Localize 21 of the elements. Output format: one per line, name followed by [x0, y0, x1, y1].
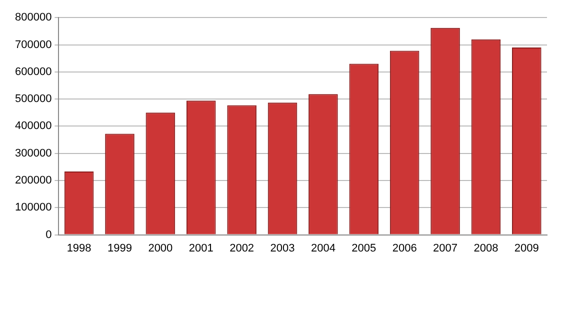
- y-tick-label: 400000: [14, 120, 52, 132]
- y-tick-label: 500000: [14, 93, 52, 106]
- x-tick-label: 1998: [66, 242, 92, 254]
- x-tick-label: 2005: [352, 242, 376, 254]
- x-tick-label: 2004: [310, 242, 336, 254]
- y-tick-label: 600000: [14, 66, 52, 78]
- x-tick-label: 2000: [148, 242, 173, 254]
- x-tick-label: 2001: [188, 242, 214, 254]
- y-tick-label: 200000: [14, 174, 52, 187]
- y-tick-label: 0: [46, 228, 52, 241]
- x-tick-label: 2008: [474, 242, 498, 254]
- x-tick-label: 2007: [433, 242, 458, 254]
- x-tick-label: 2003: [270, 242, 295, 254]
- y-tick-label: 100000: [14, 202, 52, 214]
- x-tick-label: 1999: [108, 242, 132, 254]
- y-tick-label: 300000: [14, 147, 52, 160]
- y-tick-label: 800000: [14, 12, 52, 24]
- x-tick-label: 2002: [230, 242, 254, 254]
- x-tick-label: 2006: [392, 242, 417, 254]
- x-tick-label: 2009: [514, 242, 539, 254]
- y-tick-label: 700000: [14, 38, 52, 51]
